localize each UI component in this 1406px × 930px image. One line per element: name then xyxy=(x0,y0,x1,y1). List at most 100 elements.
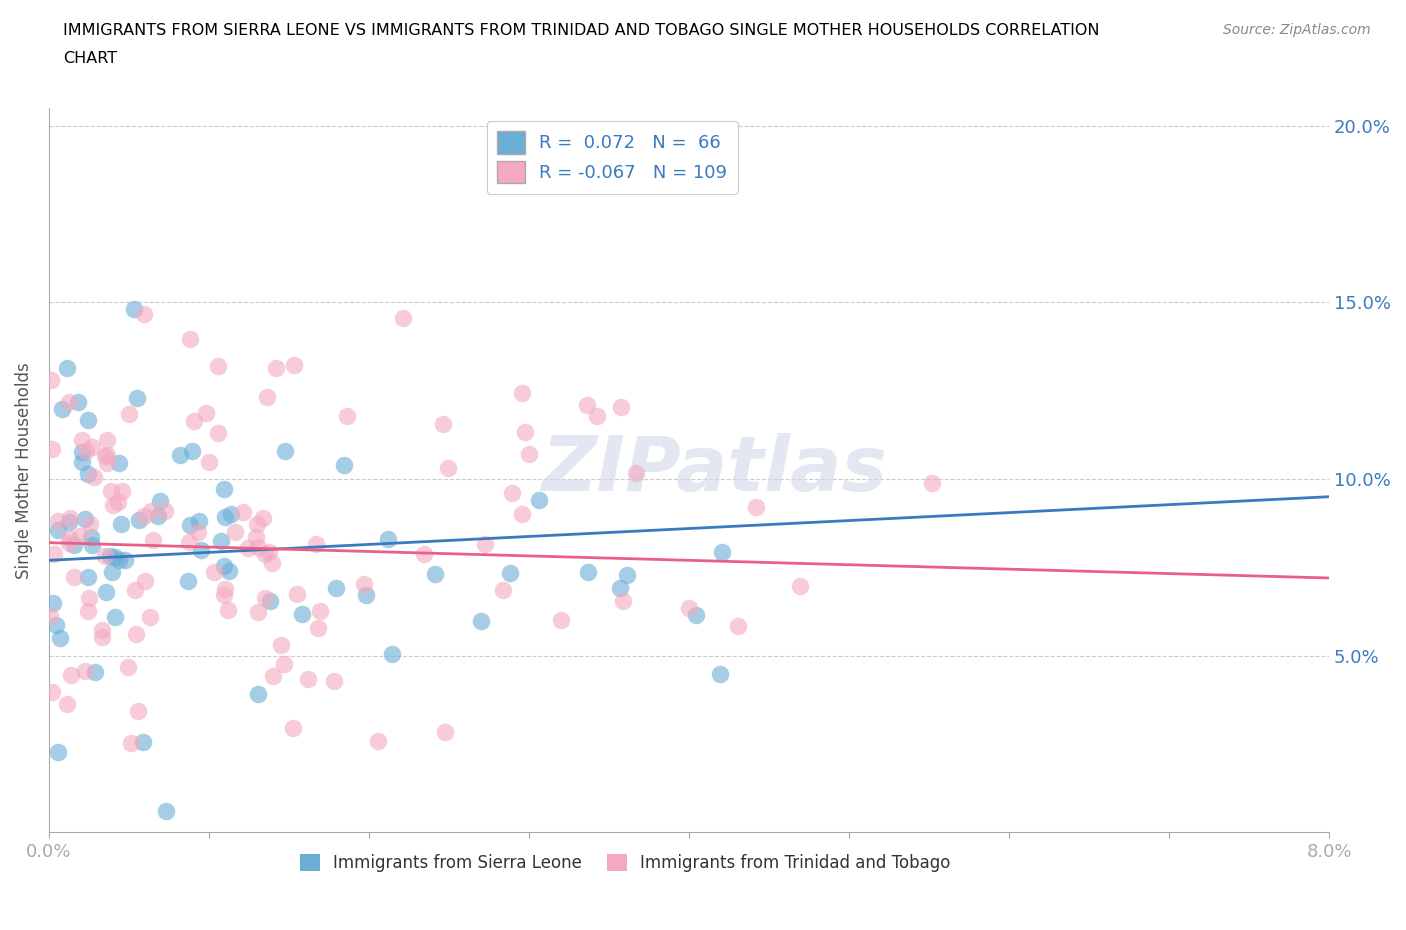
Point xyxy=(212,558,235,573)
Point xyxy=(94,548,117,563)
Point xyxy=(91,622,114,637)
Point xyxy=(246,539,269,554)
Point xyxy=(259,593,281,608)
Point xyxy=(517,446,540,461)
Point xyxy=(58,531,80,546)
Point xyxy=(179,518,201,533)
Point xyxy=(96,585,118,600)
Point xyxy=(180,444,202,458)
Point xyxy=(413,547,436,562)
Point xyxy=(79,517,101,532)
Point xyxy=(224,525,246,539)
Point xyxy=(58,535,80,550)
Point xyxy=(49,631,72,645)
Point xyxy=(46,744,69,759)
Point xyxy=(381,646,404,661)
Point xyxy=(610,399,633,414)
Point xyxy=(257,544,280,559)
Point xyxy=(155,804,177,818)
Point xyxy=(104,610,127,625)
Point xyxy=(207,359,229,374)
Point xyxy=(492,582,515,597)
Point xyxy=(122,301,145,316)
Point xyxy=(70,432,93,447)
Point xyxy=(246,517,269,532)
Point xyxy=(434,724,457,739)
Point xyxy=(39,373,62,388)
Point xyxy=(262,669,284,684)
Point xyxy=(188,513,211,528)
Point xyxy=(624,466,647,481)
Point xyxy=(709,667,731,682)
Point xyxy=(55,361,77,376)
Point xyxy=(291,607,314,622)
Point xyxy=(77,590,100,604)
Point xyxy=(125,391,148,405)
Point xyxy=(283,720,305,735)
Point xyxy=(207,426,229,441)
Point xyxy=(212,587,235,602)
Point xyxy=(527,492,550,507)
Point xyxy=(42,595,65,610)
Point xyxy=(110,516,132,531)
Point xyxy=(39,608,62,623)
Point xyxy=(179,331,201,346)
Point xyxy=(194,405,217,420)
Point xyxy=(616,567,638,582)
Point xyxy=(353,577,375,591)
Point xyxy=(127,704,149,719)
Point xyxy=(513,425,536,440)
Point xyxy=(60,668,83,683)
Point xyxy=(510,386,533,401)
Point xyxy=(83,470,105,485)
Point xyxy=(45,618,67,632)
Point xyxy=(218,564,240,578)
Point xyxy=(76,604,98,618)
Point xyxy=(83,665,105,680)
Point xyxy=(323,673,346,688)
Legend: Immigrants from Sierra Leone, Immigrants from Trinidad and Tobago: Immigrants from Sierra Leone, Immigrants… xyxy=(292,847,957,879)
Point xyxy=(727,618,749,633)
Point xyxy=(69,529,91,544)
Point xyxy=(183,414,205,429)
Point xyxy=(789,578,811,593)
Text: ZIPatlas: ZIPatlas xyxy=(541,433,887,507)
Point xyxy=(139,609,162,624)
Point xyxy=(114,552,136,567)
Point xyxy=(128,513,150,528)
Point xyxy=(100,484,122,498)
Point xyxy=(260,555,283,570)
Point xyxy=(142,533,165,548)
Point xyxy=(197,455,219,470)
Point xyxy=(217,602,239,617)
Point xyxy=(612,594,634,609)
Point xyxy=(270,638,292,653)
Point xyxy=(76,466,98,481)
Point xyxy=(96,447,118,462)
Point xyxy=(685,607,707,622)
Y-axis label: Single Mother Households: Single Mother Households xyxy=(15,362,32,578)
Point xyxy=(214,482,236,497)
Point xyxy=(576,565,599,579)
Point xyxy=(367,734,389,749)
Point xyxy=(77,570,100,585)
Point xyxy=(246,686,269,701)
Point xyxy=(219,506,242,521)
Point xyxy=(264,360,287,375)
Point xyxy=(41,442,63,457)
Point xyxy=(333,458,356,472)
Point xyxy=(134,307,156,322)
Point xyxy=(425,566,447,581)
Point xyxy=(120,736,142,751)
Point xyxy=(745,499,768,514)
Point xyxy=(117,659,139,674)
Point xyxy=(107,455,129,470)
Point xyxy=(94,448,117,463)
Point xyxy=(304,537,326,551)
Point xyxy=(107,495,129,510)
Point xyxy=(474,537,496,551)
Point xyxy=(377,531,399,546)
Point xyxy=(96,432,118,447)
Point xyxy=(437,461,460,476)
Point xyxy=(149,494,172,509)
